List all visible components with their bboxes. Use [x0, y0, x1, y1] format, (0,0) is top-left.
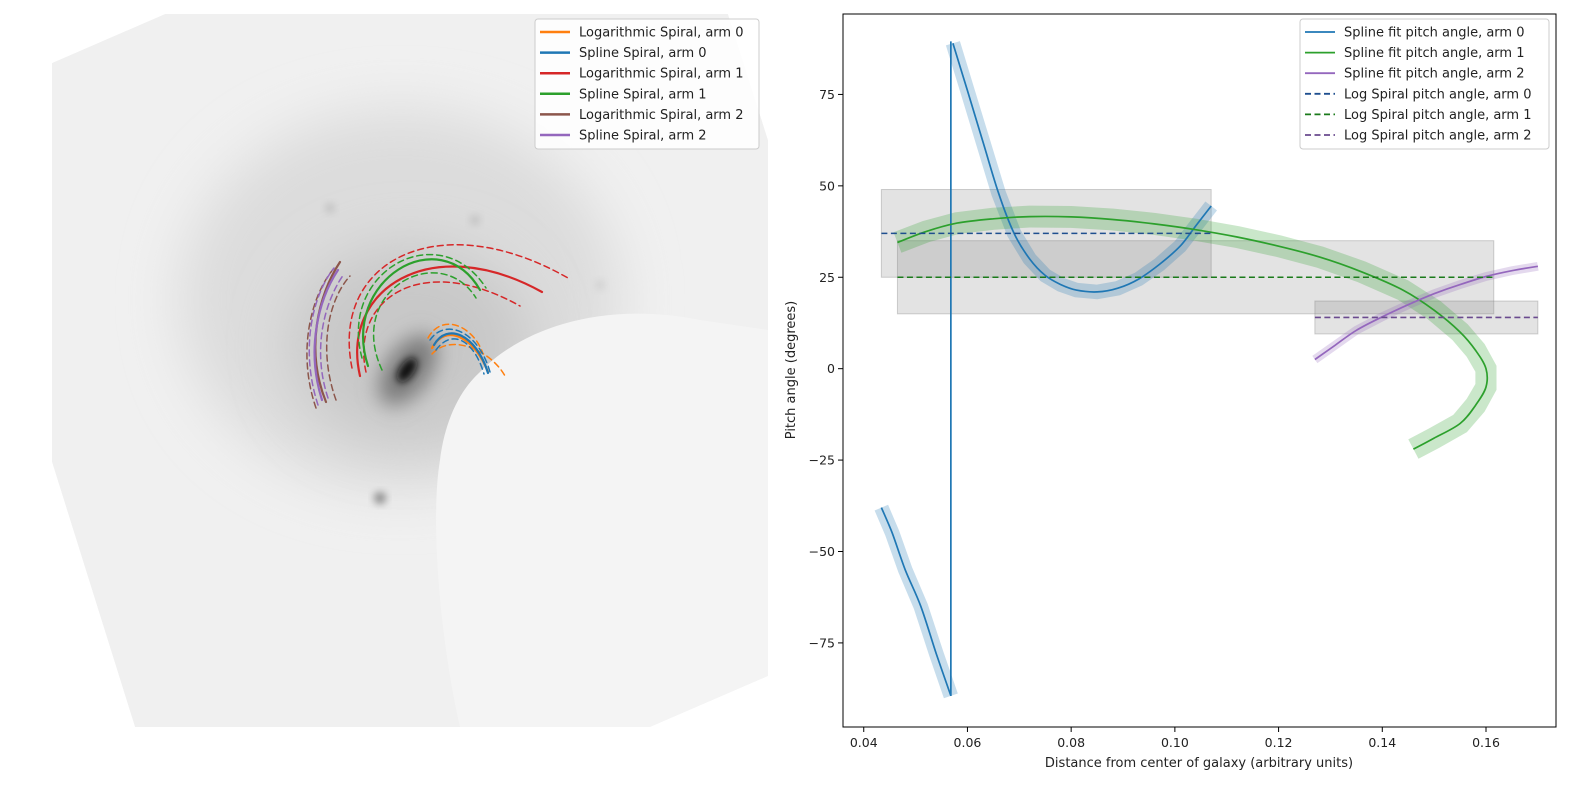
left-legend-label: Spline Spiral, arm 0 [579, 46, 707, 61]
left-legend-label: Spline Spiral, arm 2 [579, 129, 707, 144]
left-legend-label: Spline Spiral, arm 1 [579, 87, 707, 102]
right-legend-label: Spline fit pitch angle, arm 2 [1344, 67, 1524, 82]
left-legend: Logarithmic Spiral, arm 0 Spline Spiral, … [534, 18, 760, 150]
left-legend-label: Logarithmic Spiral, arm 2 [579, 108, 744, 123]
x-tick-label: 0.04 [850, 735, 878, 750]
spline-spiral-arm0-bound-lower [435, 338, 485, 375]
spline-spiral-arm1 [362, 258, 482, 368]
right-legend-label: Log Spiral pitch angle, arm 1 [1344, 108, 1531, 123]
foreground-star [374, 492, 386, 504]
x-tick-label: 0.16 [1472, 735, 1500, 750]
spline-confidence-band [893, 205, 1497, 459]
left-legend-label: Logarithmic Spiral, arm 1 [579, 67, 744, 82]
x-tick-label: 0.10 [1161, 735, 1189, 750]
log-spiral-arm2-bound-lower [325, 275, 351, 401]
spline-spiral-arm2 [313, 268, 340, 402]
background-source [595, 280, 605, 290]
x-axis-label: Distance from center of galaxy (arbitrar… [1045, 756, 1353, 771]
galaxy-image-panel: Logarithmic Spiral, arm 0 Spline Spiral, … [52, 14, 768, 727]
right-legend-frame [1299, 18, 1550, 150]
galaxy-core [397, 357, 417, 383]
spline-pitch-line [952, 43, 1212, 293]
y-tick-label: −75 [809, 635, 835, 650]
spline-pitch-line [880, 507, 952, 697]
x-tick-label: 0.14 [1368, 735, 1396, 750]
spline-confidence-band [945, 41, 1217, 300]
spline-spiral-arm2-bound-lower [319, 273, 345, 399]
x-tick-label: 0.06 [954, 735, 982, 750]
pitch-angle-chart: 0.04 0.06 0.08 0.10 0.12 0.14 0.16 −75 −50 −25 0 2… [784, 13, 1557, 771]
masked-region [436, 313, 768, 727]
log-spiral-arm1 [356, 265, 544, 378]
spline-confidence-band [874, 504, 958, 699]
galaxy-image [52, 14, 768, 727]
plot-frame [842, 13, 1557, 728]
spline-spiral-arm2-bound-upper [308, 267, 335, 406]
y-axis-label: Pitch angle (degrees) [784, 301, 799, 439]
y-tick-label: −50 [809, 544, 835, 559]
right-legend-label: Spline fit pitch angle, arm 1 [1344, 46, 1524, 61]
spline-spiral-arm0 [432, 332, 490, 375]
log-spiral-arm1-bound-upper [348, 244, 569, 369]
spline-pitch-line [1314, 265, 1539, 361]
right-legend: Spline fit pitch angle, arm 0 Spline fit … [1299, 18, 1550, 150]
y-tick-label: 25 [819, 270, 835, 285]
log-spiral-arm0-bound-upper [427, 323, 484, 355]
spline-pitch-line [897, 215, 1489, 450]
spline-spiral-arm1-bound-lower [372, 272, 477, 371]
y-tick-label: 0 [827, 361, 835, 376]
spiral-overlays [306, 244, 569, 409]
spline-confidence-band [1312, 262, 1539, 364]
y-tick-label: 75 [819, 87, 835, 102]
right-legend-label: Spline fit pitch angle, arm 0 [1344, 26, 1524, 41]
spline-spiral-arm0-bound-upper [429, 328, 491, 373]
spline-spiral-arm1-bound-upper [357, 253, 487, 359]
left-legend-label: Logarithmic Spiral, arm 0 [579, 26, 744, 41]
right-legend-label: Log Spiral pitch angle, arm 2 [1344, 129, 1531, 144]
right-legend-label: Log Spiral pitch angle, arm 0 [1344, 87, 1531, 102]
left-legend-frame [534, 18, 760, 150]
x-tick-label: 0.08 [1057, 735, 1085, 750]
background-source [470, 215, 480, 225]
y-tick-label: −25 [809, 453, 835, 468]
background-source [325, 203, 335, 213]
x-tick-label: 0.12 [1265, 735, 1293, 750]
y-tick-label: 50 [819, 178, 835, 193]
